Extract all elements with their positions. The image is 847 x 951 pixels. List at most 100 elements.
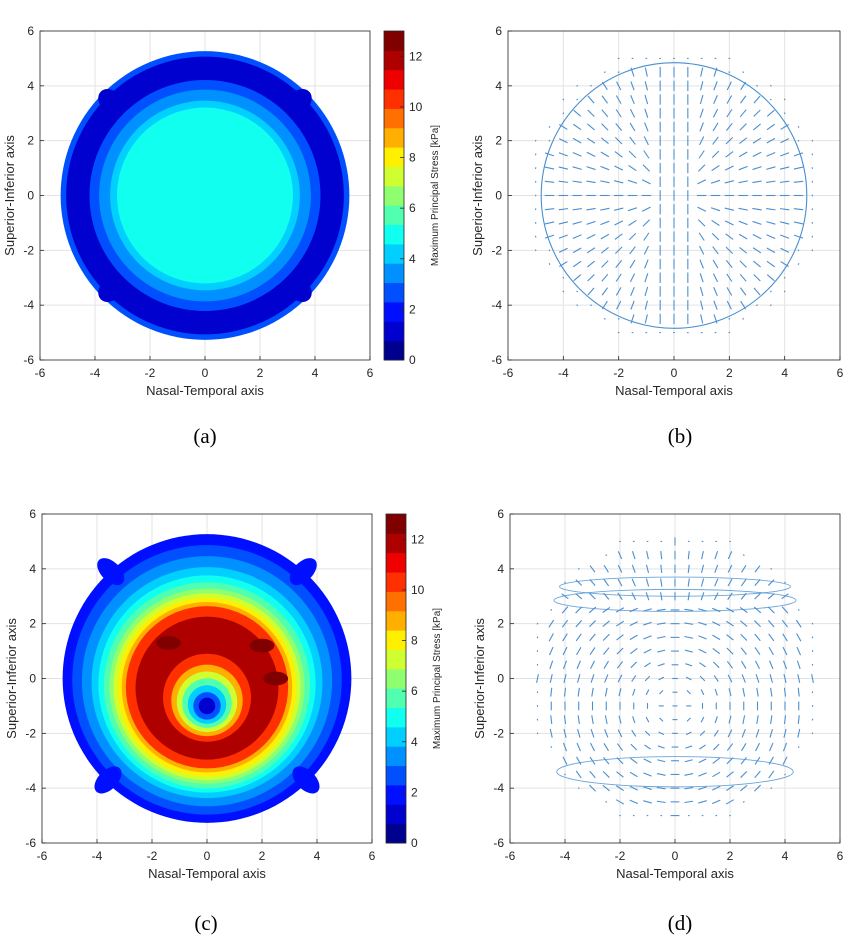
quiver-arrow: [629, 634, 638, 641]
quiver-arrow: [770, 687, 773, 697]
quiver-arrow: [781, 619, 789, 628]
quiver-arrow: [534, 249, 537, 252]
colorbar-segment: [386, 514, 406, 534]
quiver-arrow: [712, 743, 720, 751]
quiver-arrow: [742, 554, 745, 557]
quiver-arrow: [797, 728, 801, 738]
quiver-arrow: [630, 300, 635, 310]
quiver-arrow: [753, 287, 761, 296]
quiver-arrow: [591, 687, 594, 697]
quiver-arrow: [726, 785, 734, 792]
quiver-arrow: [724, 165, 734, 171]
quiver-arrow: [563, 687, 567, 697]
quiver-arrow: [741, 729, 746, 738]
quiver-arrow: [575, 770, 582, 779]
quiver-arrow: [656, 773, 666, 776]
colorbar-segment: [384, 205, 404, 226]
quiver-arrow: [779, 166, 790, 170]
quiver-arrow: [754, 592, 761, 600]
colorbar-segment: [384, 185, 404, 206]
quiver-arrow: [769, 742, 774, 752]
contour-plot-a: [60, 51, 350, 340]
colorbar-segment: [386, 726, 406, 747]
quiver-arrow: [629, 785, 638, 791]
quiver-arrow: [699, 122, 704, 132]
quiver-arrow: [752, 247, 762, 254]
y-tick-label: -4: [491, 298, 502, 312]
quiver-arrow: [684, 773, 694, 776]
caption-c: (c): [194, 911, 217, 935]
y-tick-label: -2: [491, 243, 502, 257]
quiver-arrow: [754, 647, 761, 656]
quiver-arrow: [782, 633, 788, 642]
quiver-arrow: [793, 166, 804, 170]
quiver-arrow: [726, 81, 732, 91]
contour-patch: [292, 766, 320, 794]
quiver-arrow: [684, 759, 693, 763]
quiver-arrow: [796, 660, 801, 670]
y-tick-labels-a: -6 -4 -2 0 2 4 6: [23, 24, 44, 367]
x-tick-label: 6: [369, 849, 376, 863]
quiver-arrow: [740, 578, 747, 587]
quiver-arrow: [613, 207, 624, 211]
quiver-arrow: [780, 138, 790, 144]
quiver-arrow: [739, 606, 748, 613]
quiver-arrow: [572, 208, 582, 211]
quiver-arrow: [558, 166, 569, 170]
quiver-arrow: [600, 165, 610, 171]
quiver-arrow: [572, 152, 582, 157]
quiver-arrow: [627, 207, 638, 212]
quiver-arrow: [783, 674, 787, 683]
quiver-arrow: [793, 234, 804, 239]
quiver-arrow: [561, 619, 569, 628]
quiver-arrow: [698, 758, 707, 764]
quiver-arrow: [712, 259, 719, 269]
quiver-arrow: [629, 607, 639, 613]
quiver-arrow: [644, 744, 651, 750]
quiver-arrow: [548, 139, 551, 142]
colorbar-tick-label: 6: [411, 684, 418, 698]
y-tick-label: -2: [25, 726, 36, 740]
x-tick-label: -4: [90, 366, 101, 380]
quiver-arrow: [572, 137, 582, 144]
quiver-arrow: [781, 606, 789, 614]
colorbar-frame: [383, 30, 405, 361]
quiver-arrow: [768, 770, 775, 779]
y-tick-label: -6: [491, 353, 502, 367]
x-tick-label: -2: [147, 849, 158, 863]
quiver-arrow: [589, 592, 596, 600]
quiver-arrow: [684, 608, 694, 612]
quiver-arrow: [685, 676, 692, 681]
quiver-arrow: [697, 179, 707, 185]
colorbar-segment: [386, 765, 406, 786]
quiver-arrow: [797, 263, 800, 266]
quiver-arrow: [616, 620, 624, 627]
quiver-arrow: [602, 784, 610, 792]
quiver-arrow: [616, 634, 624, 641]
quiver-arrow: [714, 688, 718, 696]
quiver-arrow: [729, 814, 731, 817]
quiver-arrow: [742, 71, 745, 74]
quiver-arrow: [589, 647, 596, 656]
y-tick-label: 0: [27, 189, 34, 203]
quiver-arrow: [797, 674, 801, 683]
quiver-arrow: [754, 770, 761, 779]
quiver-arrow: [589, 565, 596, 573]
quiver-arrow: [604, 687, 608, 697]
colorbar-segment: [386, 688, 406, 709]
quiver-arrow: [563, 674, 567, 683]
quiver-arrow: [783, 687, 787, 697]
quiver-arrow: [602, 633, 610, 641]
colorbar-tick-label: 8: [409, 151, 416, 165]
quiver-arrow: [572, 166, 582, 170]
quiver-arrow: [766, 109, 775, 117]
quiver-arrow: [769, 660, 774, 670]
quiver-arrow: [646, 550, 649, 560]
panel-a: -6 -4 -2 0 2 4 6 -6 -4 -2 0 2 4 6 Nasal-Temporal axi…: [2, 24, 441, 448]
quiver-arrow: [729, 540, 731, 543]
quiver-arrow: [753, 95, 761, 104]
quiver-arrow: [644, 259, 649, 269]
colorbar-segment: [386, 823, 406, 844]
quiver-arrow: [741, 565, 747, 573]
